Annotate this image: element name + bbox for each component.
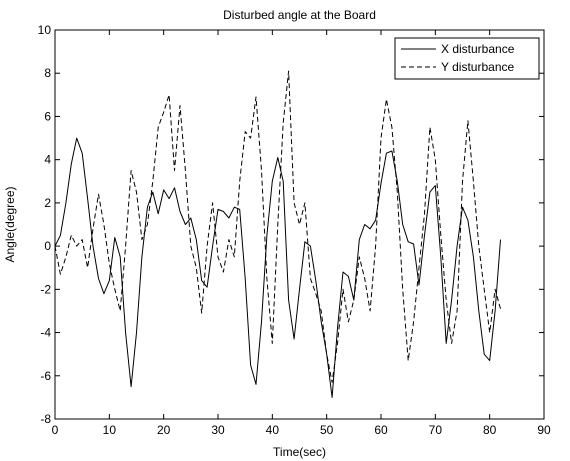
y-tick-label: 10: [38, 23, 52, 37]
series-line-x-disturbance: [54, 137, 501, 398]
y-tick-label: -4: [40, 326, 51, 340]
x-tick-label: 20: [157, 423, 171, 437]
x-tick-label: 90: [537, 423, 551, 437]
y-tick-label: 0: [44, 239, 51, 253]
y-axis-label: Angle(degree): [3, 186, 17, 262]
x-tick-label: 50: [320, 423, 334, 437]
series-line-y-disturbance: [54, 70, 501, 383]
legend-box: [394, 37, 540, 80]
x-tick-label: 10: [103, 423, 117, 437]
y-tick-label: 8: [44, 66, 51, 80]
x-axis-label: Time(sec): [273, 445, 326, 459]
y-tick-label: 6: [44, 109, 51, 123]
plot-area: [54, 29, 545, 420]
y-tick-label: 2: [44, 196, 51, 210]
y-tick-label: -2: [40, 282, 51, 296]
legend: X disturbance Y disturbance: [394, 37, 540, 80]
x-tick-label: 70: [429, 423, 443, 437]
x-tick-label: 30: [211, 423, 225, 437]
y-tick-label: -8: [40, 412, 51, 426]
x-tick-label: 40: [266, 423, 280, 437]
x-tick-label: 60: [374, 423, 388, 437]
y-tick-label: 4: [44, 153, 51, 167]
series-lines: [54, 70, 501, 398]
x-tick-label: 80: [483, 423, 497, 437]
axis-ticks: 0 10 20 30 40 50 60 70 80 90 -8 -6 -4 -2 0 2 4 6 8 10: [38, 23, 551, 437]
legend-label-y: Y disturbance: [441, 60, 514, 74]
legend-label-x: X disturbance: [441, 42, 515, 56]
chart-title: Disturbed angle at the Board: [223, 8, 376, 22]
x-tick-label: 0: [52, 423, 59, 437]
y-tick-label: -6: [40, 369, 51, 383]
